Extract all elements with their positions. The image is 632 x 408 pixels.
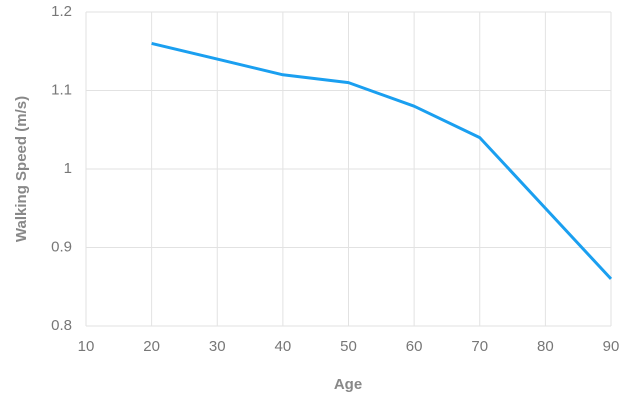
data-line bbox=[151, 41, 613, 280]
y-tick-label: 1.1 bbox=[51, 81, 72, 98]
y-tick-label: 0.9 bbox=[51, 238, 72, 255]
x-tick-label: 90 bbox=[603, 338, 620, 355]
y-axis-title: Walking Speed (m/s) bbox=[13, 96, 30, 242]
x-tick-label: 70 bbox=[471, 338, 488, 355]
y-tick-label: 1 bbox=[64, 160, 72, 177]
x-tick-label: 40 bbox=[275, 338, 292, 355]
x-tick-label: 20 bbox=[143, 338, 160, 355]
x-tick-label: 30 bbox=[209, 338, 226, 355]
y-tick-label: 0.8 bbox=[51, 317, 72, 334]
x-axis-title: Age bbox=[334, 376, 362, 393]
x-tick-label: 80 bbox=[537, 338, 554, 355]
y-tick-label: 1.2 bbox=[51, 3, 72, 20]
x-tick-label: 60 bbox=[406, 338, 423, 355]
x-tick-label: 50 bbox=[340, 338, 357, 355]
x-tick-label: 10 bbox=[78, 338, 95, 355]
